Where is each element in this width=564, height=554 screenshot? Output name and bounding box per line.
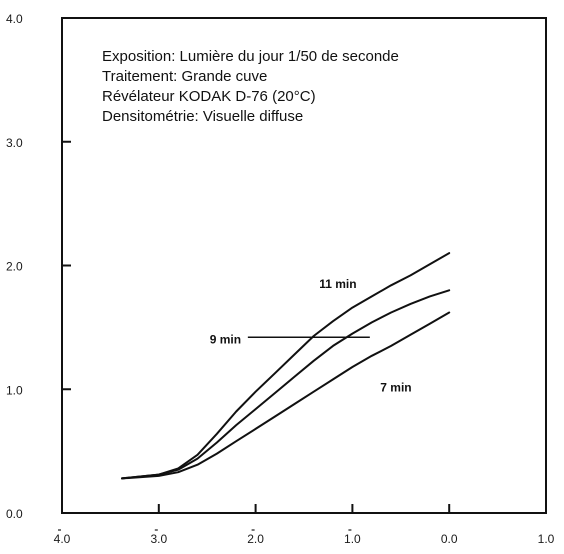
annotation-line: Révélateur KODAK D-76 (20°C) <box>102 88 316 105</box>
annotation-line: Exposition: Lumière du jour 1/50 de seco… <box>102 48 399 65</box>
x-tick-label: 2.0 <box>247 532 264 546</box>
curve-labels: 11 min 9 min 7 min <box>210 277 412 395</box>
curve-label-9-min: 9 min <box>210 332 241 346</box>
annotation-line: Densitométrie: Visuelle diffuse <box>102 108 303 125</box>
x-tick-label: 3.0 <box>150 532 167 546</box>
series-line-9-min <box>121 289 451 480</box>
x-tick-label: 0.0 <box>441 532 458 546</box>
chart-annotation: Exposition: Lumière du jour 1/50 de seco… <box>102 48 399 125</box>
series-line-11-min <box>121 252 451 480</box>
x-tick-label: 1.0 <box>344 532 361 546</box>
y-tick-label: 2.0 <box>6 260 23 274</box>
series-line-7-min <box>121 311 451 480</box>
y-tick-label: 4.0 <box>6 12 23 26</box>
x-tick-label: 4.0 <box>54 532 71 546</box>
y-tick-label: 0.0 <box>6 507 23 521</box>
series-lines <box>121 252 451 480</box>
annotation-line: Traitement: Grande cuve <box>102 68 267 85</box>
curve-label-7-min: 7 min <box>380 381 411 395</box>
y-tick-label: 1.0 <box>6 383 23 397</box>
curve-label-11-min: 11 min <box>319 277 356 291</box>
axis-ticks: 0.0 1.0 2.0 3.0 4.0 4.0 3.0 2.0 1.0 0.0 1.0 <box>6 12 555 546</box>
y-tick-label: 3.0 <box>6 136 23 150</box>
x-tick-label: 1.0 <box>538 532 555 546</box>
